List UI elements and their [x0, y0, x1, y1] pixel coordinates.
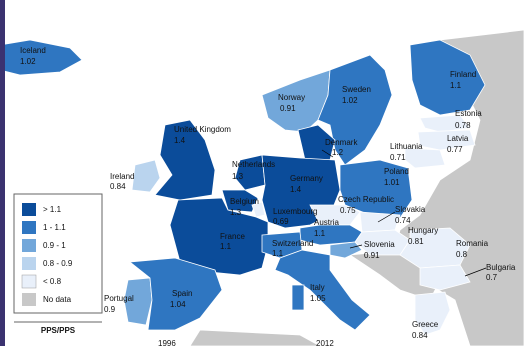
country-name: Portugal [104, 294, 134, 303]
legend-swatch [21, 274, 37, 289]
country-name: Germany [290, 174, 323, 183]
latvia [417, 129, 476, 151]
country-value: 1.02 [20, 57, 36, 66]
sardinia [291, 284, 305, 311]
sweden [317, 54, 393, 166]
country-value: 0.81 [408, 237, 424, 246]
leader-lines [321, 149, 487, 277]
country-value: 1.4 [174, 136, 186, 145]
left-border [0, 0, 5, 346]
country-value: 0.71 [390, 153, 406, 162]
timeline-start: 1996 [158, 339, 176, 346]
legend: > 1.1 1 - 1.1 0.9 - 1 0.8 - 0.9 < 0.8 No… [13, 193, 103, 335]
country-value: 0.69 [273, 217, 289, 226]
country-name: Belgium [230, 197, 259, 206]
poland [339, 159, 413, 219]
country-name: Ireland [110, 172, 134, 181]
greece [414, 291, 451, 336]
slovenia [329, 241, 363, 259]
country-value: 1.05 [310, 294, 326, 303]
country-name: United Kingdom [174, 125, 231, 134]
country-name: Slovakia [395, 205, 426, 214]
country-name: Slovenia [364, 240, 395, 249]
netherlands [234, 154, 266, 191]
country-value: 1.4 [290, 185, 302, 194]
country-name: Estonia [455, 109, 482, 118]
country-name: Switzerland [272, 239, 313, 248]
legend-label: > 1.1 [43, 205, 62, 214]
legend-label: < 0.8 [43, 277, 62, 286]
country-name: Romania [456, 239, 489, 248]
country-name: Lithuania [390, 142, 423, 151]
country-name: Latvia [447, 134, 469, 143]
country-value: 1.1 [314, 229, 326, 238]
country-name: Iceland [20, 46, 46, 55]
country-value: 0.91 [364, 251, 380, 260]
slovakia [359, 211, 401, 233]
legend-swatch [22, 239, 36, 252]
italy [274, 249, 371, 331]
country-value: 1.1 [272, 249, 284, 258]
country-value: 0.91 [280, 104, 296, 113]
ireland [131, 159, 161, 193]
country-value: 0.8 [456, 250, 468, 259]
country-name: Norway [278, 93, 305, 102]
finland [409, 39, 486, 116]
country-value: 1.1 [220, 242, 232, 251]
estonia [419, 114, 471, 133]
united-kingdom [154, 119, 216, 201]
country-value: 1.04 [170, 300, 186, 309]
country-name: Denmark [325, 138, 358, 147]
france [169, 197, 269, 276]
legend-label: 1 - 1.1 [43, 223, 66, 232]
legend-swatch [22, 221, 36, 234]
country-value: 0.75 [340, 206, 356, 215]
country-name: Hungary [408, 226, 438, 235]
country-value: 1.02 [342, 96, 358, 105]
denmark [297, 124, 336, 161]
country-name: Luxembourg [273, 207, 317, 216]
legend-label: 0.9 - 1 [43, 241, 66, 250]
country-value: 1.3 [232, 172, 244, 181]
country-name: France [220, 232, 245, 241]
country-name: Finland [450, 70, 476, 79]
legend-label: 0.8 - 0.9 [43, 259, 73, 268]
country-name: Czech Republic [338, 195, 394, 204]
country-value: 1.3 [230, 208, 242, 217]
legend-swatch [22, 293, 36, 306]
country-value: 0.9 [104, 305, 116, 314]
country-value: 0.7 [486, 273, 498, 282]
legend-label: No data [43, 295, 72, 304]
country-name: Italy [310, 283, 325, 292]
country-name: Netherlands [232, 160, 275, 169]
legend-title: PPS/PPS [41, 326, 76, 335]
country-value: 0.78 [455, 121, 471, 130]
bulgaria [419, 264, 471, 291]
lithuania [404, 147, 446, 169]
legend-swatch [22, 203, 36, 216]
country-name: Sweden [342, 85, 371, 94]
country-value: 0.74 [395, 216, 411, 225]
country-value: 0.77 [447, 145, 463, 154]
labels: Iceland 1.02 Norway 0.91 Sweden 1.02 Fin… [20, 46, 516, 340]
country-value: 0.84 [412, 331, 428, 340]
timeline-end: 2012 [316, 339, 334, 346]
country-name: Poland [384, 167, 409, 176]
country-value: 0.84 [110, 182, 126, 191]
country-name: Greece [412, 320, 439, 329]
czech-republic [309, 204, 361, 226]
country-value: 1.1 [450, 81, 462, 90]
spain [128, 257, 223, 331]
country-value: 1.2 [332, 148, 344, 157]
country-name: Spain [172, 289, 192, 298]
legend-swatch [22, 257, 36, 270]
luxembourg [251, 201, 266, 218]
country-name: Bulgaria [486, 263, 516, 272]
country-value: 1.01 [384, 178, 400, 187]
country-name: Austria [314, 218, 339, 227]
countries [0, 29, 524, 347]
